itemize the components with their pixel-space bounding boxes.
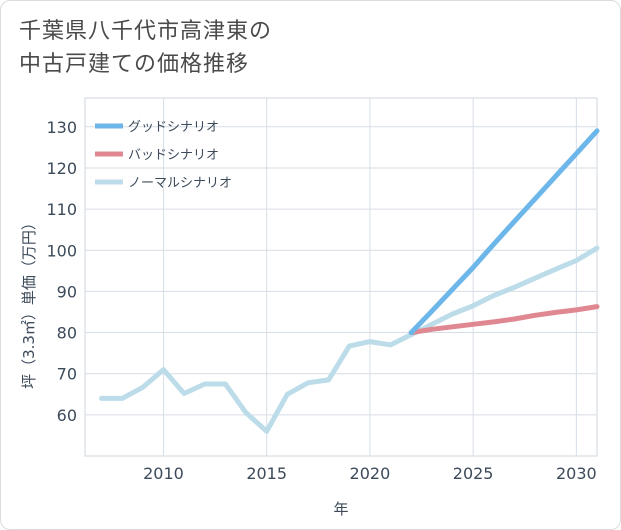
y-tick-60: 60 [57,406,77,425]
y-axis-title: 坪（3.3㎡）単価（万円） [20,215,38,389]
x-axis-title: 年 [333,500,348,518]
legend-label-2: ノーマルシナリオ [128,176,232,191]
legend-label-0: グッドシナリオ [128,120,219,135]
x-tick-labels: 2010 2015 2020 2025 2030 [143,464,597,483]
legend-label-1: バッドシナリオ [128,148,219,163]
y-tick-110: 110 [46,200,77,219]
y-tick-90: 90 [57,282,77,301]
x-tick-2020: 2020 [350,464,391,483]
x-tick-2025: 2025 [453,464,494,483]
y-tick-70: 70 [57,365,77,384]
series-line-2 [99,245,600,434]
chart-title: 千葉県八千代市高津東の 中古戸建ての価格推移 [19,15,272,81]
series-lines [99,128,600,434]
y-tick-80: 80 [57,324,77,343]
y-tick-100: 100 [46,241,77,260]
chart-title-line2: 中古戸建ての価格推移 [19,52,250,77]
y-tick-120: 120 [46,159,77,178]
series-line-0 [408,128,600,336]
series-line-1 [408,304,600,336]
chart-title-line1: 千葉県八千代市高津東の [19,19,273,44]
plot-area [84,97,598,457]
x-tick-2010: 2010 [143,464,184,483]
grid [85,98,597,456]
y-tick-labels: 60 70 80 90 100 110 120 130 [46,118,77,425]
x-tick-2015: 2015 [246,464,287,483]
y-tick-130: 130 [46,118,77,137]
x-tick-2030: 2030 [556,464,597,483]
